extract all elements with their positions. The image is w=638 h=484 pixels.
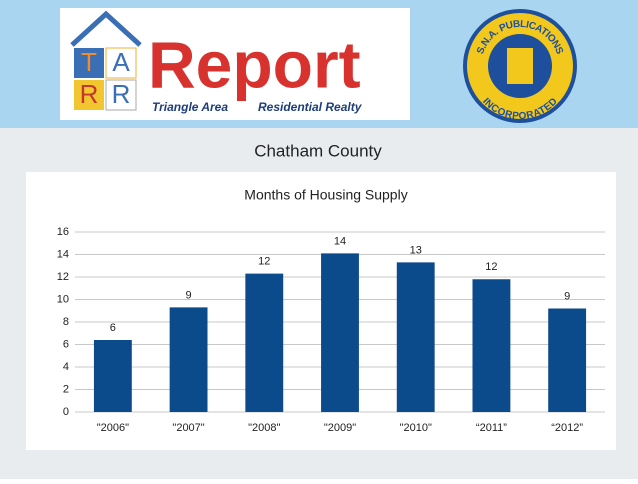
bar: [93, 340, 132, 412]
seal-icon: [507, 48, 533, 84]
logo-letter: T: [81, 47, 97, 77]
x-tick-label: "2009": [324, 422, 356, 434]
logo-tile: [74, 80, 104, 110]
value-label: 13: [410, 244, 422, 256]
y-tick-label: 6: [63, 338, 69, 350]
y-tick-label: 16: [57, 226, 69, 238]
y-tick-label: 4: [63, 361, 69, 373]
logo-word: Report: [148, 27, 361, 101]
bar: [245, 273, 284, 412]
x-tick-label: "2007": [172, 422, 204, 434]
logo-tile: [105, 47, 137, 79]
y-tick-label: 0: [63, 406, 69, 418]
logo-letter: R: [112, 79, 131, 109]
y-tick-label: 10: [57, 293, 69, 305]
x-tick-label: “2012”: [551, 422, 583, 434]
logo-tile: [105, 79, 137, 111]
x-tick-label: "2008": [248, 422, 280, 434]
value-label: 12: [258, 256, 270, 268]
value-label: 9: [564, 290, 570, 302]
logo-tagline: Residential Realty: [258, 100, 363, 114]
logo-roof: [70, 10, 142, 47]
bar: [321, 253, 359, 412]
bar: [169, 307, 208, 412]
y-tick-label: 12: [57, 271, 69, 283]
x-tick-label: "2006": [97, 422, 129, 434]
value-label: 6: [110, 322, 116, 334]
logo-tagline: Triangle Area: [152, 100, 228, 114]
value-label: 14: [334, 235, 346, 247]
slide-title: Chatham County: [254, 141, 382, 160]
value-label: 12: [485, 261, 497, 273]
y-tick-label: 14: [57, 248, 69, 260]
bar: [548, 308, 587, 412]
bar: [472, 279, 511, 412]
y-tick-label: 2: [63, 383, 69, 395]
value-label: 9: [186, 289, 192, 301]
x-tick-label: “2011”: [476, 422, 507, 434]
logo-tile: [74, 48, 104, 78]
x-tick-label: "2010": [400, 422, 432, 434]
chart-title: Months of Housing Supply: [244, 187, 407, 203]
bar: [396, 262, 435, 412]
logo-letter: R: [80, 79, 99, 109]
y-tick-label: 8: [63, 316, 69, 328]
logo-letter: A: [112, 47, 130, 77]
